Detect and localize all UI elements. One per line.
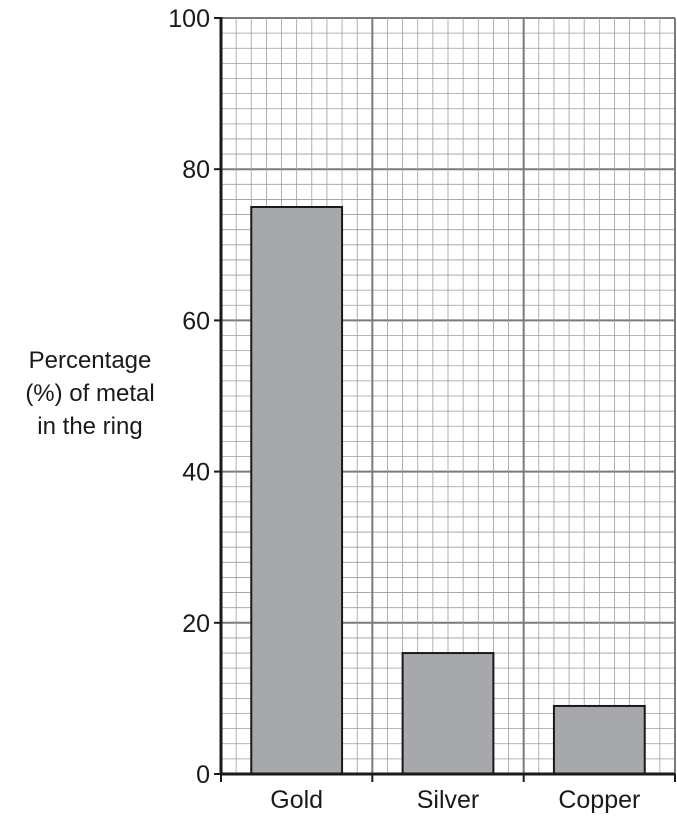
y-axis-label-line: in the ring <box>37 413 142 440</box>
y-tick-label-80: 80 <box>182 156 210 184</box>
y-axis-label: Percentage (%) of metal in the ring <box>25 347 154 440</box>
y-axis-label-line: Percentage <box>29 347 152 374</box>
y-tick-label-0: 0 <box>196 761 210 789</box>
chart-axes <box>219 17 675 776</box>
chart-bars <box>250 206 646 776</box>
y-tick-label-40: 40 <box>182 459 210 487</box>
y-tick-labels: 0 20 40 60 80 100 <box>168 5 221 789</box>
category-labels: Gold Silver Copper <box>220 774 676 814</box>
bar-copper <box>552 704 646 776</box>
category-label-gold: Gold <box>270 786 323 814</box>
y-tick-label-100: 100 <box>168 5 210 33</box>
y-axis-label-line: (%) of metal <box>25 380 154 407</box>
bar-gold <box>250 206 344 775</box>
category-label-silver: Silver <box>417 786 480 814</box>
y-tick-label-20: 20 <box>182 610 210 638</box>
bar-silver <box>401 652 495 775</box>
y-tick-label-60: 60 <box>182 307 210 335</box>
category-label-copper: Copper <box>558 786 640 814</box>
